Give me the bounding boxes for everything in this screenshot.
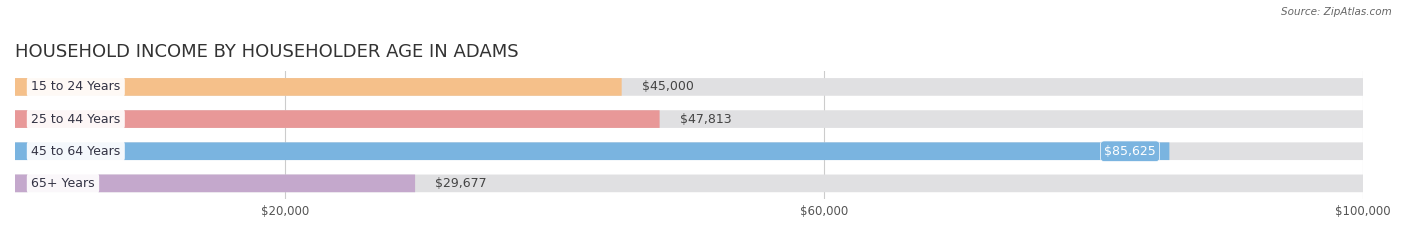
Text: HOUSEHOLD INCOME BY HOUSEHOLDER AGE IN ADAMS: HOUSEHOLD INCOME BY HOUSEHOLDER AGE IN A… xyxy=(15,43,519,61)
FancyBboxPatch shape xyxy=(15,110,659,128)
Text: Source: ZipAtlas.com: Source: ZipAtlas.com xyxy=(1281,7,1392,17)
Text: 65+ Years: 65+ Years xyxy=(31,177,94,190)
FancyBboxPatch shape xyxy=(15,142,1170,160)
Text: 45 to 64 Years: 45 to 64 Years xyxy=(31,145,121,158)
FancyBboxPatch shape xyxy=(15,110,1364,128)
Text: $29,677: $29,677 xyxy=(436,177,486,190)
FancyBboxPatch shape xyxy=(15,175,415,192)
FancyBboxPatch shape xyxy=(15,78,1364,96)
Text: 15 to 24 Years: 15 to 24 Years xyxy=(31,80,121,93)
FancyBboxPatch shape xyxy=(15,175,1364,192)
Text: $85,625: $85,625 xyxy=(1104,145,1156,158)
Text: 25 to 44 Years: 25 to 44 Years xyxy=(31,113,121,126)
Text: $45,000: $45,000 xyxy=(643,80,693,93)
Text: $47,813: $47,813 xyxy=(681,113,731,126)
FancyBboxPatch shape xyxy=(15,78,621,96)
FancyBboxPatch shape xyxy=(15,142,1364,160)
